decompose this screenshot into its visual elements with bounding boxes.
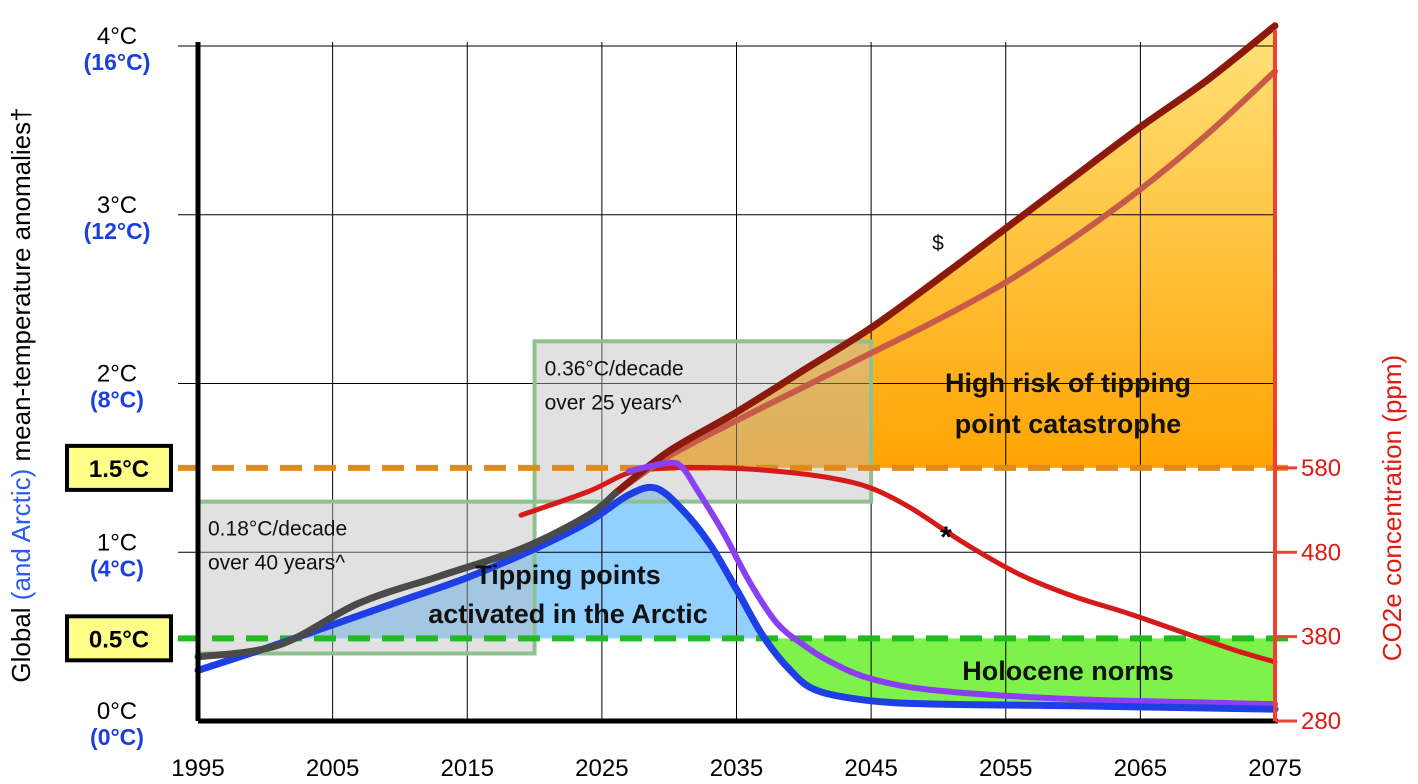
y-axis-title-arctic: (and Arctic)	[6, 469, 36, 601]
threshold-label: 0.5°C	[89, 626, 149, 653]
tipping-risk-label: point catastrophe	[955, 409, 1182, 439]
x-tick-label: 2035	[710, 755, 763, 782]
rate-box-label-1: 0.18°C/decade	[208, 518, 347, 541]
rate-box-label-1: over 40 years^	[208, 552, 345, 575]
shaded-regions	[295, 25, 1275, 710]
x-tick-label: 2015	[441, 755, 494, 782]
y-tick-label: 2°C	[97, 361, 137, 388]
threshold-box-high	[65, 443, 173, 492]
chart-labels: 1995 2005 2015 2025 2035 2045 2055 2065 20750°C(…	[6, 23, 1407, 782]
holocene-region	[770, 638, 1275, 710]
y2-tick-label: 380	[1301, 624, 1341, 651]
arctic-region	[295, 488, 764, 639]
axes	[195, 30, 1297, 724]
y2-tick-label: 580	[1301, 455, 1341, 482]
series-line-blue	[194, 483, 1279, 713]
y-tick-arctic-label: (0°C)	[90, 724, 144, 750]
x-tick-label: 2065	[1114, 755, 1167, 782]
x-tick-label: 1995	[171, 755, 224, 782]
y-axis-title: Global (and Arctic) mean-temperature ano…	[6, 107, 36, 682]
y-tick-arctic-label: (12°C)	[84, 218, 151, 244]
x-tick-label: 2045	[844, 755, 897, 782]
y-tick-arctic-label: (8°C)	[90, 387, 144, 413]
y-tick-label: 3°C	[97, 192, 137, 219]
y-tick-label: 1°C	[97, 529, 137, 556]
x-tick-label: 2055	[979, 755, 1032, 782]
series-lines	[194, 22, 1279, 713]
y-axis-title-part: mean-temperature anomalies†	[6, 107, 36, 468]
tipping-risk-label: High risk of tipping	[945, 368, 1191, 398]
holocene-region-label: Holocene norms	[962, 656, 1174, 686]
x-tick-label: 2075	[1248, 755, 1301, 782]
y-tick-arctic-label: (16°C)	[84, 49, 151, 75]
x-tick-label: 2025	[575, 755, 628, 782]
series-line-upper	[611, 22, 1279, 497]
y-axis-title-part: Global	[6, 600, 36, 682]
y2-tick-label: 480	[1301, 539, 1341, 566]
y-tick-label: 4°C	[97, 23, 137, 50]
tipping-risk-region	[635, 25, 1275, 478]
rate-box-label-2: over 25 years^	[545, 391, 682, 414]
series-line-purple	[625, 459, 1278, 708]
dollar-marker: $	[932, 232, 944, 255]
rate-box-2	[532, 339, 874, 504]
series-line-observed	[194, 489, 619, 661]
y-tick-arctic-label: (4°C)	[90, 555, 144, 581]
arctic-region-label: Tipping points	[475, 560, 660, 590]
y2-axis-title: CO2e concentration (ppm)	[1377, 355, 1407, 661]
series-line-lower	[612, 68, 1278, 497]
threshold-box-low	[65, 614, 173, 663]
x-tick-label: 2005	[306, 755, 359, 782]
arctic-region-label: activated in the Arctic	[428, 599, 708, 629]
threshold-label: 1.5°C	[89, 456, 149, 483]
rate-box-1	[196, 499, 537, 656]
asterisk-marker: *	[940, 521, 952, 554]
rate-boxes	[196, 339, 874, 656]
y-tick-label: 0°C	[97, 698, 137, 725]
y2-tick-label: 280	[1301, 708, 1341, 735]
rate-box-label-2: 0.36°C/decade	[545, 357, 684, 380]
